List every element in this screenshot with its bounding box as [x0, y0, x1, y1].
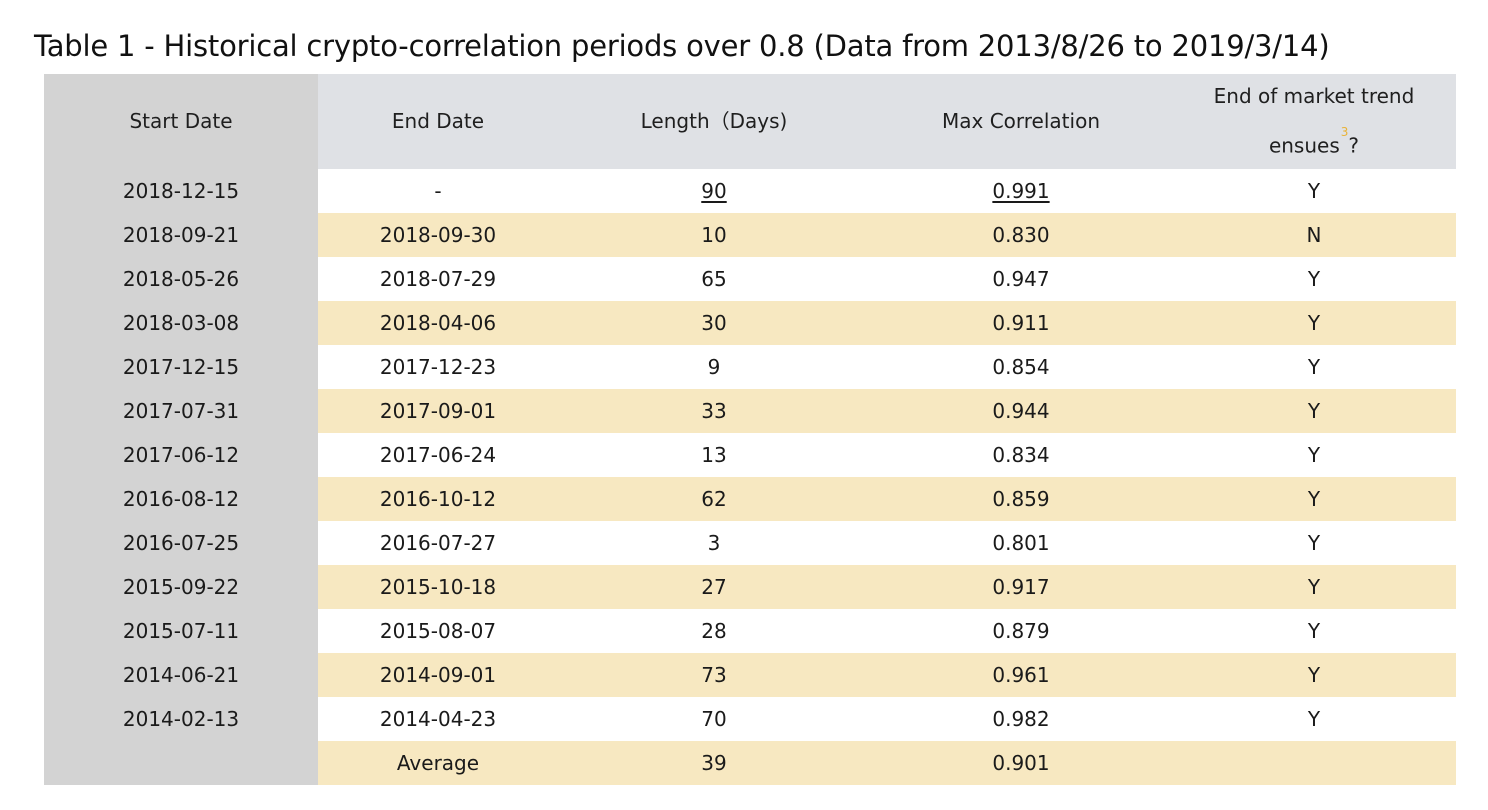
- cell-length: 28: [558, 608, 870, 653]
- cell-market-trend: Y: [1172, 608, 1456, 653]
- table-row: 2014-02-13 2014-04-23 70 0.982 Y: [44, 696, 1456, 741]
- cell-length: 27: [558, 564, 870, 609]
- cell-max-correlation-value: 0.991: [992, 178, 1050, 203]
- cell-length-value: 90: [701, 178, 727, 203]
- average-row: Average 39 0.901: [44, 740, 1456, 785]
- cell-max-correlation: 0.854: [870, 344, 1172, 389]
- cell-length: 90: [558, 168, 870, 213]
- cell-start-date: 2018-05-26: [44, 256, 318, 301]
- cell-length: 62: [558, 476, 870, 521]
- cell-max-correlation: 0.944: [870, 388, 1172, 433]
- cell-end-date: -: [318, 168, 558, 213]
- cell-length: 70: [558, 696, 870, 741]
- cell-start-date: 2018-12-15: [44, 168, 318, 213]
- cell-market-trend: N: [1172, 212, 1456, 257]
- cell-max-correlation: 0.982: [870, 696, 1172, 741]
- cell-market-trend: Y: [1172, 388, 1456, 433]
- cell-market-trend: Y: [1172, 256, 1456, 301]
- cell-market-trend: Y: [1172, 696, 1456, 741]
- cell-end-date: 2016-07-27: [318, 520, 558, 565]
- cell-length: 30: [558, 300, 870, 345]
- cell-market-trend: Y: [1172, 432, 1456, 477]
- cell-start-date: 2015-09-22: [44, 564, 318, 609]
- table-row: 2018-09-21 2018-09-30 10 0.830 N: [44, 212, 1456, 257]
- cell-length: 65: [558, 256, 870, 301]
- table-row: 2015-09-22 2015-10-18 27 0.917 Y: [44, 564, 1456, 609]
- cell-end-date: 2015-08-07: [318, 608, 558, 653]
- cell-start-date: 2018-09-21: [44, 212, 318, 257]
- cell-start-date: 2014-06-21: [44, 652, 318, 697]
- cell-start-date: 2015-07-11: [44, 608, 318, 653]
- cell-max-correlation: 0.917: [870, 564, 1172, 609]
- average-label: Average: [318, 740, 558, 785]
- average-trend-cell: [1172, 740, 1456, 785]
- cell-end-date: 2017-06-24: [318, 432, 558, 477]
- cell-max-correlation: 0.834: [870, 432, 1172, 477]
- footnote-marker[interactable]: 3: [1340, 125, 1349, 139]
- header-market-trend-line1: End of market trend: [1213, 84, 1415, 108]
- average-length: 39: [558, 740, 870, 785]
- header-market-trend-line2: ensues: [1268, 133, 1340, 158]
- table-row: 2018-03-08 2018-04-06 30 0.911 Y: [44, 300, 1456, 345]
- cell-max-correlation: 0.911: [870, 300, 1172, 345]
- cell-end-date: 2014-09-01: [318, 652, 558, 697]
- cell-start-date: 2014-02-13: [44, 696, 318, 741]
- cell-end-date: 2018-07-29: [318, 256, 558, 301]
- table-row: 2014-06-21 2014-09-01 73 0.961 Y: [44, 652, 1456, 697]
- table-caption: Table 1 - Historical crypto-correlation …: [34, 29, 1330, 63]
- cell-end-date: 2016-10-12: [318, 476, 558, 521]
- cell-length: 33: [558, 388, 870, 433]
- table-row: 2017-12-15 2017-12-23 9 0.854 Y: [44, 344, 1456, 389]
- cell-end-date: 2018-04-06: [318, 300, 558, 345]
- cell-end-date: 2017-09-01: [318, 388, 558, 433]
- table-body: 2018-12-15-90 0.991 Y 2018-09-21 2018-09-30 1…: [44, 168, 1456, 785]
- table-row: 2016-07-25 2016-07-27 3 0.801 Y: [44, 520, 1456, 565]
- header-end-date: End Date: [318, 74, 558, 169]
- cell-max-correlation: 0.961: [870, 652, 1172, 697]
- cell-start-date: 2017-12-15: [44, 344, 318, 389]
- cell-end-date: 2018-09-30: [318, 212, 558, 257]
- table-row: 2018-05-26 2018-07-29 65 0.947 Y: [44, 256, 1456, 301]
- cell-market-trend: Y: [1172, 476, 1456, 521]
- cell-start-date: 2016-07-25: [44, 520, 318, 565]
- cell-max-correlation: 0.879: [870, 608, 1172, 653]
- table-row: 2016-08-12 2016-10-12 62 0.859 Y: [44, 476, 1456, 521]
- cell-start-date: 2016-08-12: [44, 476, 318, 521]
- table-row: 2017-06-12 2017-06-24 13 0.834 Y: [44, 432, 1456, 477]
- correlation-table: Start Date End Date Length（Days) Max Cor…: [44, 74, 1456, 785]
- cell-start-date: 2018-03-08: [44, 300, 318, 345]
- table-row: 2015-07-11 2015-08-07 28 0.879 Y: [44, 608, 1456, 653]
- header-start-date: Start Date: [44, 74, 318, 169]
- average-max-correlation: 0.901: [870, 740, 1172, 785]
- table-row: 2018-12-15- 90 0.991 Y: [44, 168, 1456, 213]
- table-header-row: Start Date End Date Length（Days) Max Cor…: [44, 74, 1456, 169]
- cell-market-trend: Y: [1172, 520, 1456, 565]
- average-start-cell: [44, 740, 318, 785]
- cell-market-trend: Y: [1172, 652, 1456, 697]
- cell-length: 9: [558, 344, 870, 389]
- cell-max-correlation: 0.801: [870, 520, 1172, 565]
- cell-max-correlation: 0.947: [870, 256, 1172, 301]
- cell-length: 10: [558, 212, 870, 257]
- header-length: Length（Days): [558, 74, 870, 169]
- cell-max-correlation: 0.830: [870, 212, 1172, 257]
- cell-length: 73: [558, 652, 870, 697]
- cell-market-trend: Y: [1172, 168, 1456, 213]
- cell-market-trend: Y: [1172, 300, 1456, 345]
- header-market-trend: End of market trend ensues3?: [1172, 74, 1456, 169]
- cell-end-date: 2015-10-18: [318, 564, 558, 609]
- cell-length: 3: [558, 520, 870, 565]
- cell-market-trend: Y: [1172, 564, 1456, 609]
- table-row: 2017-07-31 2017-09-01 33 0.944 Y: [44, 388, 1456, 433]
- cell-length: 13: [558, 432, 870, 477]
- cell-start-date: 2017-06-12: [44, 432, 318, 477]
- cell-max-correlation: 0.859: [870, 476, 1172, 521]
- cell-end-date: 2014-04-23: [318, 696, 558, 741]
- cell-end-date: 2017-12-23: [318, 344, 558, 389]
- cell-max-correlation: 0.991: [870, 168, 1172, 213]
- header-market-trend-suffix: ?: [1348, 133, 1360, 158]
- header-max-correlation: Max Correlation: [870, 74, 1172, 169]
- cell-start-date: 2017-07-31: [44, 388, 318, 433]
- cell-market-trend: Y: [1172, 344, 1456, 389]
